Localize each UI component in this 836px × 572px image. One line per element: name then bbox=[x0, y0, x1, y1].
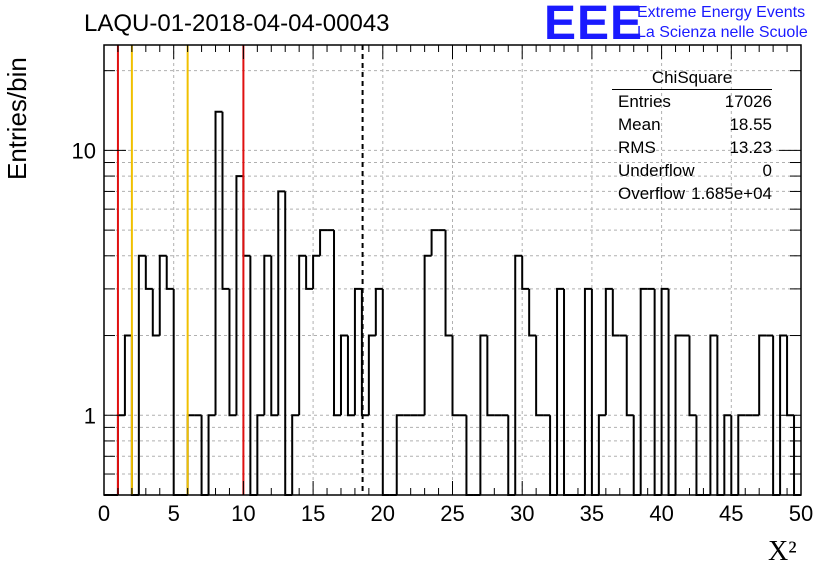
histogram-bin bbox=[423, 254, 432, 416]
stats-value: 17026 bbox=[724, 92, 772, 111]
stats-box-name: ChiSquare bbox=[612, 68, 772, 90]
x-tick-label: 35 bbox=[580, 501, 604, 526]
y-axis-label: Entries/bin bbox=[2, 57, 32, 180]
histogram-bin bbox=[535, 335, 544, 417]
stats-label: Overflow bbox=[618, 184, 686, 203]
histogram-bin bbox=[444, 230, 453, 337]
histogram-bin bbox=[688, 335, 697, 417]
histogram-bin bbox=[221, 111, 230, 290]
histogram-bin bbox=[521, 255, 530, 290]
x-tick-label: 25 bbox=[440, 501, 464, 526]
chart-title: LAQU-01-2018-04-04-00043 bbox=[84, 10, 390, 37]
histogram-bin bbox=[528, 288, 537, 337]
x-tick-label: 45 bbox=[719, 501, 743, 526]
histogram-bin bbox=[151, 288, 160, 337]
histogram-bin bbox=[395, 414, 404, 495]
histogram-bin bbox=[256, 414, 265, 495]
histogram-bin bbox=[674, 334, 683, 495]
histogram-bin bbox=[479, 334, 488, 495]
stats-box: ChiSquare Entries 17026 Mean 18.55 RMS 1… bbox=[612, 68, 772, 207]
histogram-bin bbox=[123, 334, 132, 416]
stats-value: 13.23 bbox=[729, 138, 772, 157]
x-tick-label: 5 bbox=[168, 501, 180, 526]
x-tick-label: 15 bbox=[301, 501, 325, 526]
histogram-bin bbox=[639, 287, 648, 495]
histogram-bin bbox=[339, 334, 348, 416]
histogram-bin bbox=[144, 255, 153, 290]
histogram-bin bbox=[235, 175, 244, 416]
stats-value: 1.685e+04 bbox=[691, 184, 772, 203]
histogram-bin bbox=[556, 287, 565, 495]
stats-row-underflow: Underflow 0 bbox=[612, 161, 772, 184]
histogram-bin bbox=[374, 287, 383, 336]
x-axis-label: X² bbox=[768, 536, 797, 567]
histogram-bin bbox=[305, 255, 314, 290]
stats-value: 0 bbox=[762, 161, 772, 180]
histogram-bin bbox=[723, 414, 732, 495]
histogram-bin bbox=[228, 288, 237, 417]
stats-row-mean: Mean 18.55 bbox=[612, 115, 772, 138]
histogram-bin bbox=[451, 335, 460, 417]
histogram-bin bbox=[486, 335, 495, 417]
histogram-bin bbox=[291, 414, 300, 495]
histogram-bin bbox=[312, 254, 321, 289]
histogram-bin bbox=[367, 334, 376, 416]
x-tick-label: 0 bbox=[98, 501, 110, 526]
histogram-bin bbox=[158, 254, 167, 336]
histogram-bin bbox=[270, 255, 279, 417]
histogram-bin bbox=[277, 190, 286, 416]
histogram-bin bbox=[319, 229, 328, 256]
x-tick-label: 30 bbox=[510, 501, 534, 526]
histogram-bin bbox=[346, 335, 355, 417]
stats-value: 18.55 bbox=[729, 115, 772, 134]
y-tick-label: 1 bbox=[84, 403, 96, 428]
logo-line-2: La Scienza nelle Scuole bbox=[637, 24, 808, 41]
stats-row-rms: RMS 13.23 bbox=[612, 138, 772, 161]
stats-label: Entries bbox=[618, 92, 671, 111]
histogram-bin bbox=[165, 255, 174, 290]
histogram-bin bbox=[597, 414, 606, 495]
histogram-bin bbox=[430, 229, 439, 256]
histogram-bin bbox=[298, 254, 307, 416]
stats-row-entries: Entries 17026 bbox=[612, 92, 772, 115]
histogram-bin bbox=[779, 334, 788, 495]
histogram-bin bbox=[514, 254, 523, 495]
stats-label: Mean bbox=[618, 115, 661, 134]
histogram-bin bbox=[263, 254, 272, 416]
histogram-bin bbox=[583, 287, 592, 495]
histogram-bin bbox=[604, 287, 613, 416]
histogram-bin bbox=[709, 334, 718, 495]
stats-row-overflow: Overflow 1.685e+04 bbox=[612, 184, 772, 207]
histogram-bin bbox=[737, 414, 746, 495]
x-tick-label: 50 bbox=[789, 501, 813, 526]
eee-logo: EEE bbox=[544, 0, 644, 50]
histogram-bin bbox=[207, 414, 216, 495]
histogram-bin bbox=[660, 287, 669, 495]
x-tick-label: 10 bbox=[231, 501, 255, 526]
stats-label: RMS bbox=[618, 138, 656, 157]
histogram-bin bbox=[611, 288, 620, 337]
stats-label: Underflow bbox=[618, 161, 695, 180]
histogram-bin bbox=[137, 254, 146, 495]
histogram-bin bbox=[625, 335, 634, 417]
x-tick-label: 20 bbox=[371, 501, 395, 526]
y-tick-label: 10 bbox=[72, 138, 96, 163]
histogram-bin bbox=[333, 230, 341, 417]
x-tick-label: 40 bbox=[649, 501, 673, 526]
histogram-bin bbox=[758, 334, 767, 416]
histogram-bin bbox=[353, 287, 362, 416]
histogram-bin bbox=[214, 110, 223, 416]
logo-line-1: Extreme Energy Events bbox=[637, 4, 806, 21]
